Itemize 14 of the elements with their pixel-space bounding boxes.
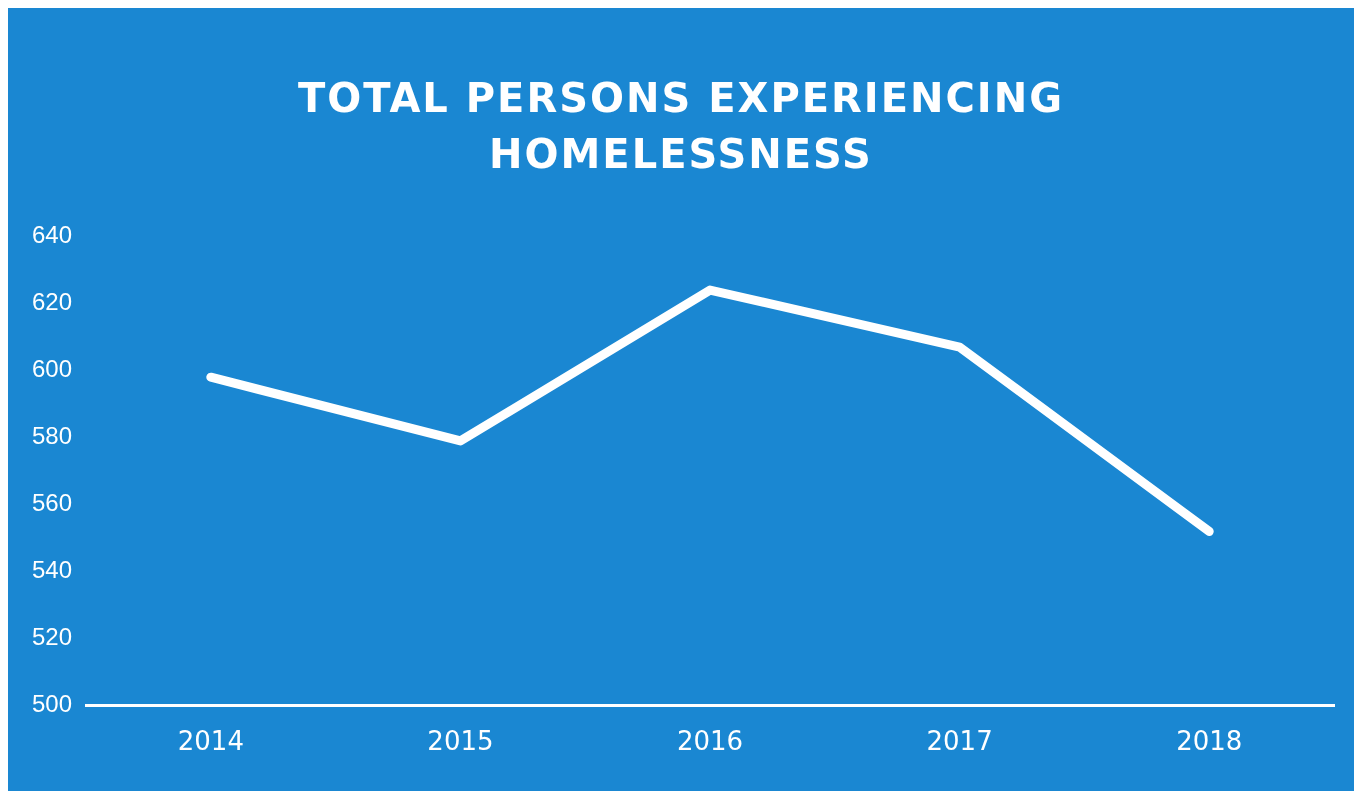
y-tick-label: 500 (32, 690, 73, 718)
y-tick-label: 640 (32, 221, 73, 249)
y-tick-label: 520 (32, 623, 73, 651)
x-tick-label: 2014 (177, 726, 244, 757)
x-tick-label: 2015 (427, 726, 494, 757)
y-tick-label: 600 (32, 355, 73, 383)
x-tick-label: 2018 (1176, 726, 1243, 757)
y-tick-label: 580 (32, 422, 73, 450)
y-tick-label: 560 (32, 489, 73, 517)
y-tick-label: 620 (32, 288, 73, 316)
y-tick-label: 540 (32, 556, 73, 584)
chart-title: TOTAL PERSONS EXPERIENCING HOMELESSNESS (296, 74, 1066, 179)
x-tick-label: 2017 (926, 726, 993, 757)
x-tick-label: 2016 (676, 726, 744, 757)
